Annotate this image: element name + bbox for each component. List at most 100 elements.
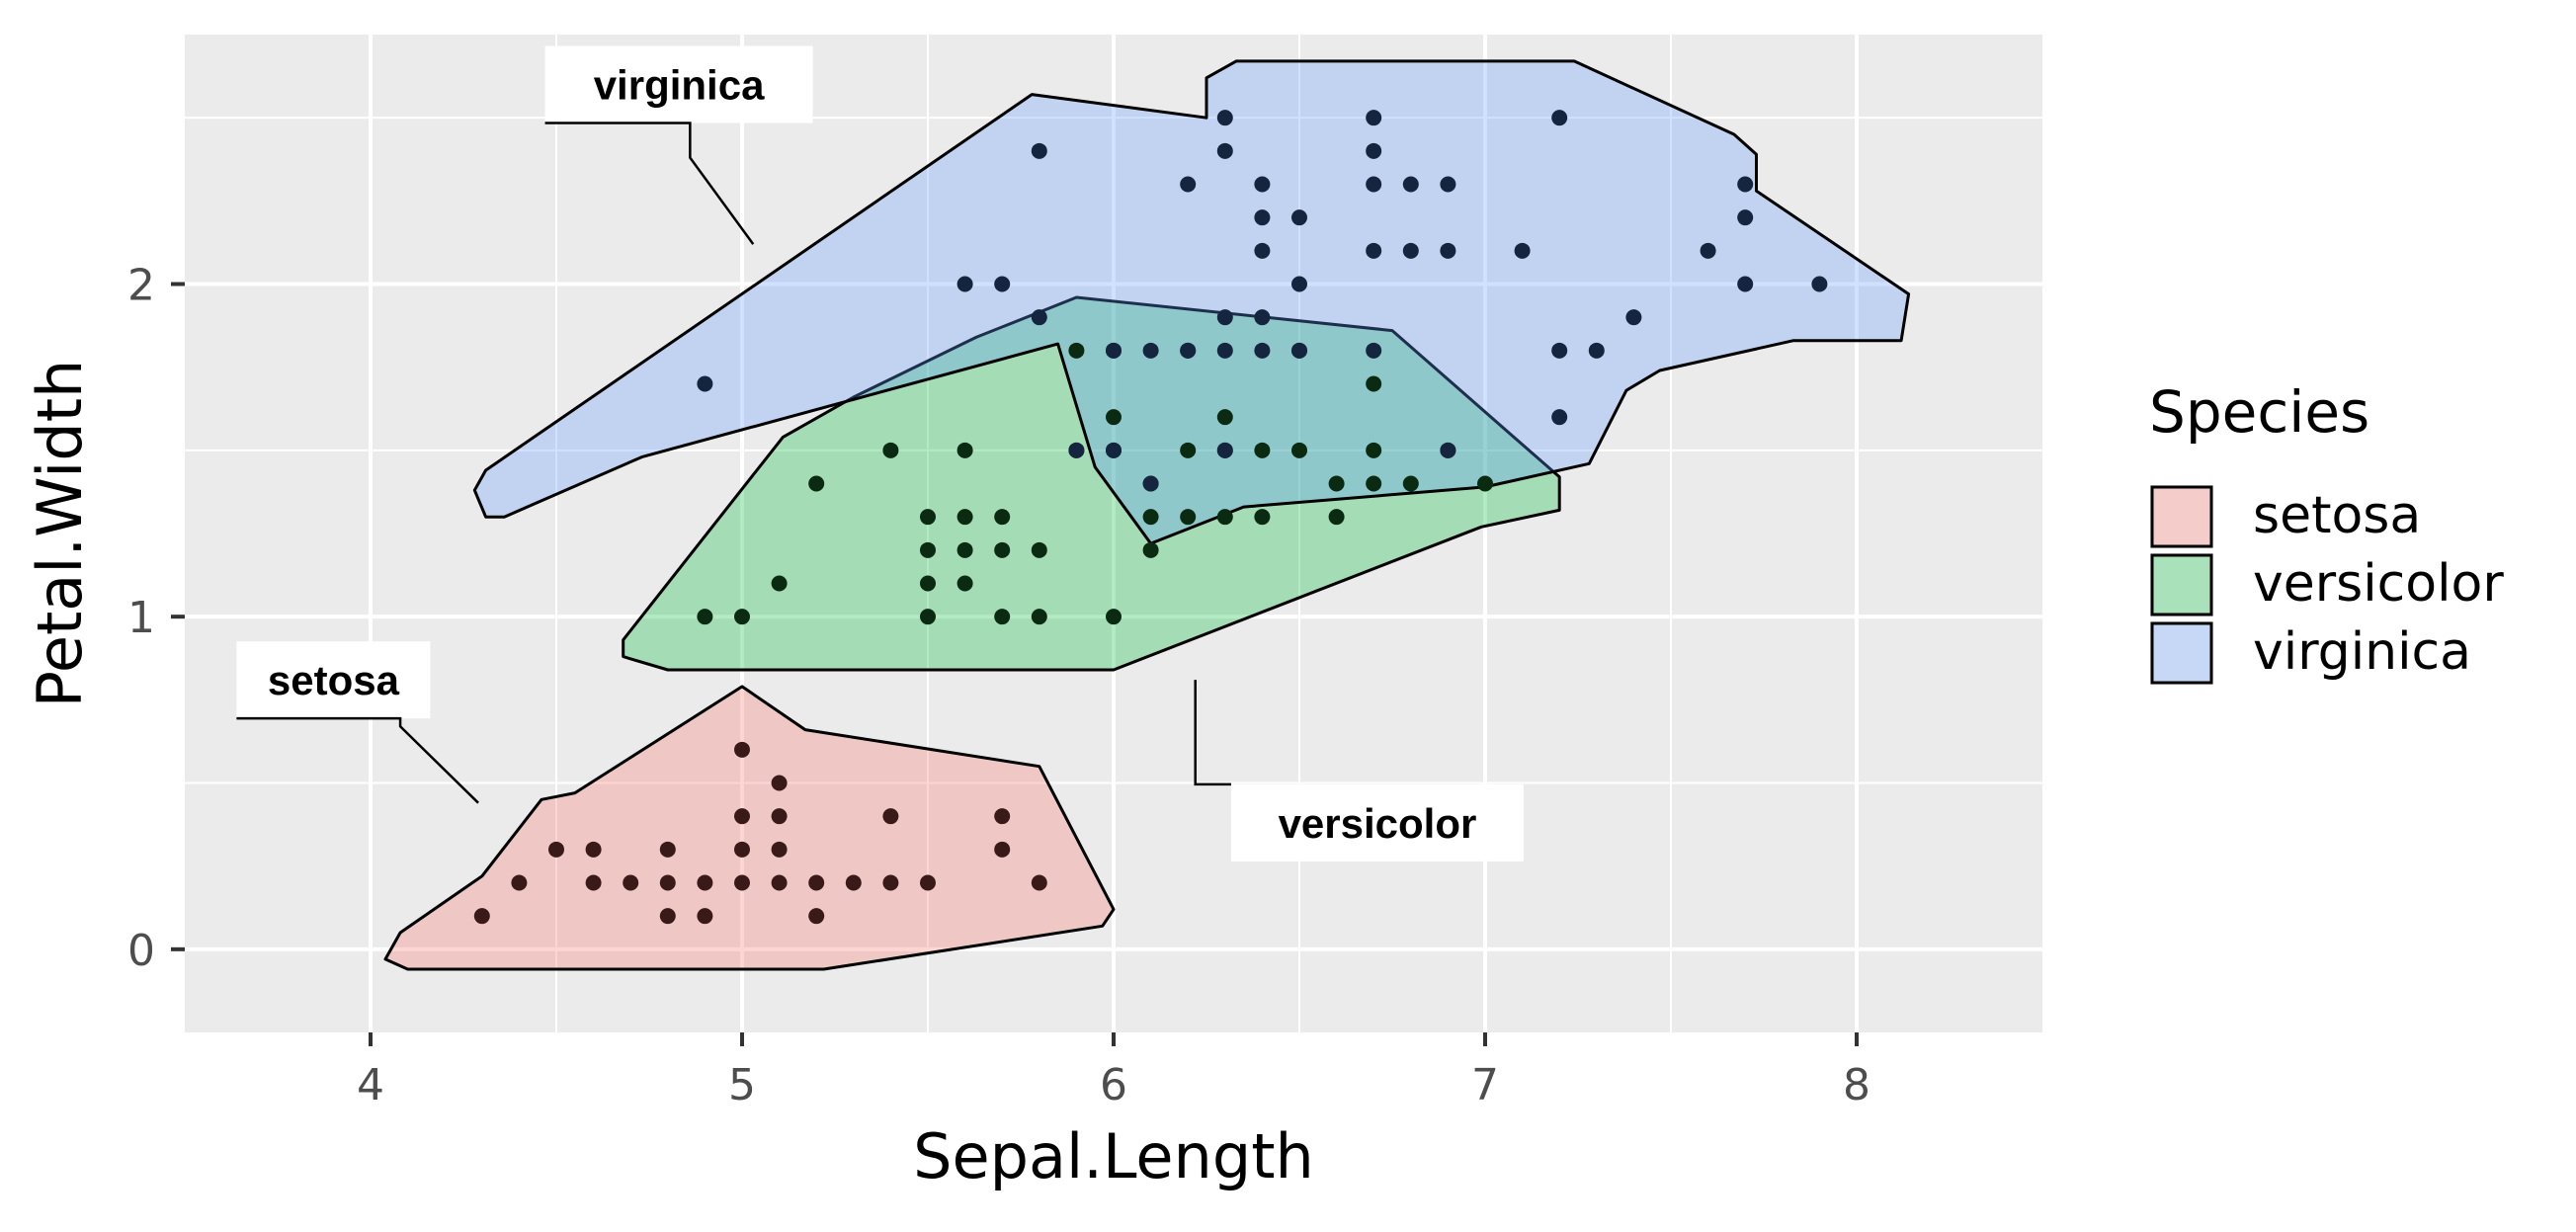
point-virginica — [1366, 342, 1382, 359]
x-tick-label: 5 — [728, 1060, 756, 1110]
point-versicolor — [1216, 409, 1233, 426]
point-setosa — [659, 841, 676, 858]
point-setosa — [994, 841, 1011, 858]
point-virginica — [994, 276, 1011, 292]
x-axis-title: Sepal.Length — [913, 1120, 1314, 1192]
point-virginica — [1106, 442, 1122, 458]
point-setosa — [771, 775, 788, 791]
y-tick-label: 2 — [127, 261, 155, 311]
x-tick-label: 8 — [1843, 1060, 1870, 1110]
point-virginica — [1440, 176, 1456, 193]
annotation-connector — [1194, 680, 1231, 786]
point-setosa — [771, 808, 788, 825]
legend: Species setosa versicolor virginica — [2149, 378, 2504, 685]
point-versicolor — [994, 541, 1011, 558]
point-virginica — [1216, 442, 1233, 458]
point-layer — [473, 110, 1828, 925]
point-setosa — [511, 874, 528, 891]
legend-item-versicolor: versicolor — [2150, 553, 2504, 616]
point-virginica — [1106, 342, 1122, 359]
point-setosa — [734, 808, 750, 825]
point-versicolor — [882, 442, 899, 458]
point-virginica — [1366, 242, 1382, 259]
annotation-versicolor: versicolor — [1194, 680, 1524, 862]
point-virginica — [1142, 342, 1159, 359]
point-virginica — [1216, 110, 1233, 126]
point-versicolor — [994, 509, 1011, 526]
point-versicolor — [1366, 475, 1382, 492]
legend-label: virginica — [2253, 622, 2471, 682]
point-virginica — [1551, 409, 1568, 426]
point-setosa — [808, 908, 825, 925]
x-tick-label: 7 — [1471, 1060, 1499, 1110]
point-virginica — [1366, 176, 1382, 193]
point-versicolor — [1402, 475, 1419, 492]
point-setosa — [548, 841, 564, 858]
legend-key-bg — [2150, 621, 2213, 685]
legend-key-bg — [2150, 553, 2213, 616]
point-setosa — [771, 874, 788, 891]
legend-item-virginica: virginica — [2150, 621, 2471, 685]
annotation-connector — [236, 716, 479, 804]
legend-label: setosa — [2253, 486, 2421, 545]
point-virginica — [1068, 442, 1085, 458]
point-setosa — [920, 874, 936, 891]
y-axis: 0 1 2 — [127, 261, 185, 976]
annotation-box — [1230, 783, 1524, 862]
point-setosa — [659, 908, 676, 925]
annotation-connector — [544, 122, 755, 245]
point-virginica — [1551, 342, 1568, 359]
point-versicolor — [920, 575, 936, 592]
x-tick-label: 6 — [1100, 1060, 1127, 1110]
point-versicolor — [1180, 442, 1197, 458]
point-virginica — [1216, 142, 1233, 159]
point-virginica — [1551, 110, 1568, 126]
point-virginica — [1180, 176, 1197, 193]
point-virginica — [1700, 242, 1716, 259]
point-virginica — [1254, 209, 1271, 226]
point-versicolor — [1477, 475, 1493, 492]
point-virginica — [1440, 442, 1456, 458]
annotation-virginica: virginica — [544, 45, 813, 245]
point-setosa — [845, 874, 862, 891]
point-setosa — [994, 808, 1011, 825]
y-tick-label: 1 — [127, 593, 155, 643]
point-setosa — [697, 874, 713, 891]
point-virginica — [1811, 276, 1828, 292]
point-virginica — [697, 375, 713, 392]
point-versicolor — [956, 575, 973, 592]
point-versicolor — [994, 609, 1011, 625]
point-virginica — [1737, 176, 1754, 193]
point-setosa — [585, 874, 602, 891]
legend-title: Species — [2149, 378, 2369, 446]
point-setosa — [623, 874, 639, 891]
point-virginica — [1216, 342, 1233, 359]
point-virginica — [1737, 276, 1754, 292]
annotation-setosa: setosa — [236, 641, 479, 804]
point-versicolor — [920, 509, 936, 526]
point-versicolor — [920, 541, 936, 558]
point-virginica — [1254, 242, 1271, 259]
annotation-layer: virginica setosa versicolor — [236, 45, 1524, 862]
point-setosa — [882, 808, 899, 825]
point-virginica — [1514, 242, 1531, 259]
point-versicolor — [1106, 409, 1122, 426]
point-versicolor — [956, 541, 973, 558]
hull-layer — [383, 59, 1911, 971]
point-versicolor — [1254, 509, 1271, 526]
point-virginica — [1031, 142, 1047, 159]
annotation-box — [544, 45, 813, 123]
point-versicolor — [1216, 509, 1233, 526]
point-versicolor — [956, 509, 973, 526]
legend-swatch — [2150, 553, 2213, 616]
point-versicolor — [1106, 609, 1122, 625]
point-versicolor — [1328, 509, 1345, 526]
legend-swatch — [2150, 485, 2213, 548]
point-versicolor — [956, 442, 973, 458]
point-virginica — [1366, 110, 1382, 126]
point-versicolor — [1180, 509, 1197, 526]
x-axis: 4 5 6 7 8 — [357, 1032, 1870, 1110]
point-setosa — [1031, 874, 1047, 891]
point-virginica — [1254, 309, 1271, 326]
